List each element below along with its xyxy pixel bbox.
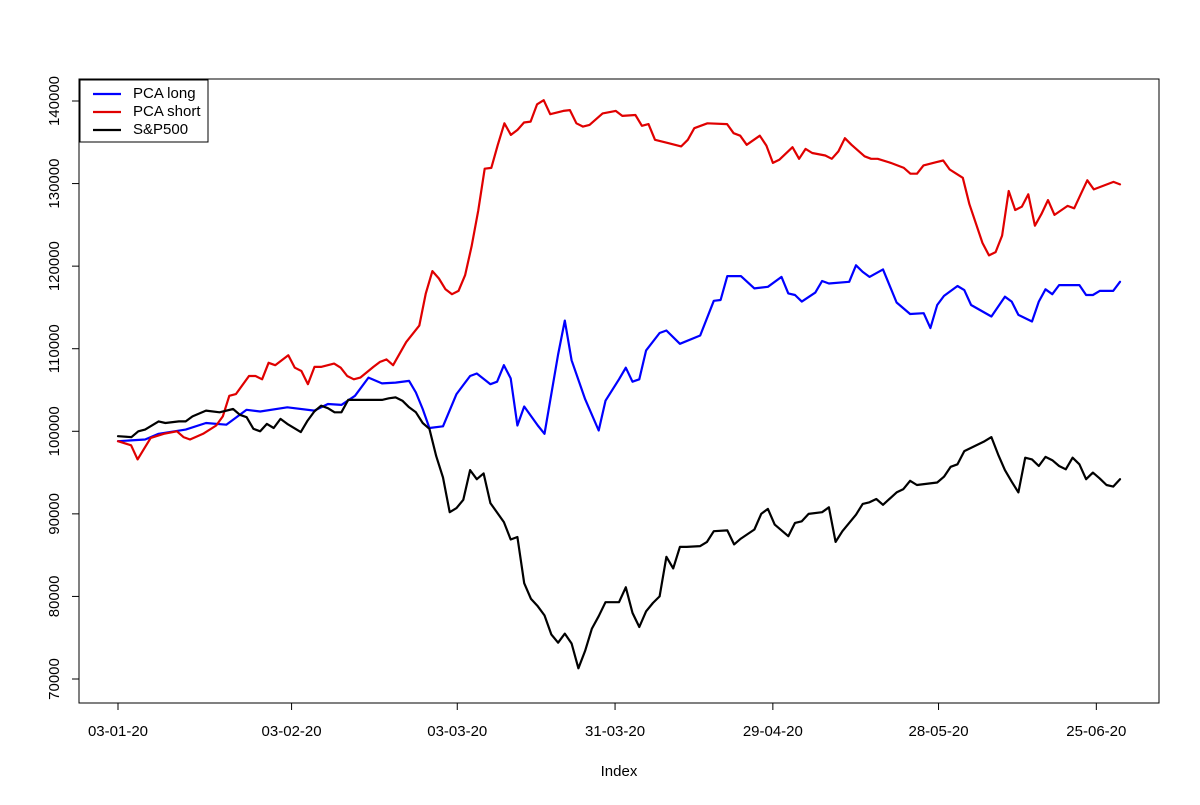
x-tick-label-0: 03-01-20 (88, 723, 148, 740)
x-tick-label-4: 29-04-20 (743, 723, 803, 740)
series-line-1 (116, 99, 1122, 461)
x-axis-title: Index (601, 763, 638, 780)
y-tick-label-2: 90000 (46, 493, 63, 535)
y-tick-label-4: 110000 (46, 324, 63, 373)
y-tick-label-3: 100000 (46, 406, 63, 456)
y-tick-label-1: 80000 (46, 576, 63, 618)
x-tick-label-1: 03-02-20 (262, 723, 322, 740)
series-line-2 (116, 396, 1122, 670)
legend-label-0: PCA long (133, 85, 196, 102)
y-tick-label-6: 130000 (46, 159, 63, 209)
legend-label-1: PCA short (133, 103, 201, 120)
x-tick-label-6: 25-06-20 (1066, 723, 1126, 740)
series-layer (116, 99, 1122, 670)
series-line-0 (116, 264, 1122, 443)
x-tick-label-5: 28-05-20 (909, 723, 969, 740)
x-tick-label-3: 31-03-20 (585, 723, 645, 740)
legend-label-2: S&P500 (133, 121, 188, 138)
y-tick-label-7: 140000 (46, 76, 63, 126)
y-tick-label-0: 70000 (46, 658, 63, 700)
axis-layer: 03-01-20 03-02-20 03-03-20 31-03-20 29-04-20… (46, 76, 1126, 740)
x-tick-label-2: 03-03-20 (427, 723, 487, 740)
y-tick-label-5: 120000 (46, 241, 63, 291)
